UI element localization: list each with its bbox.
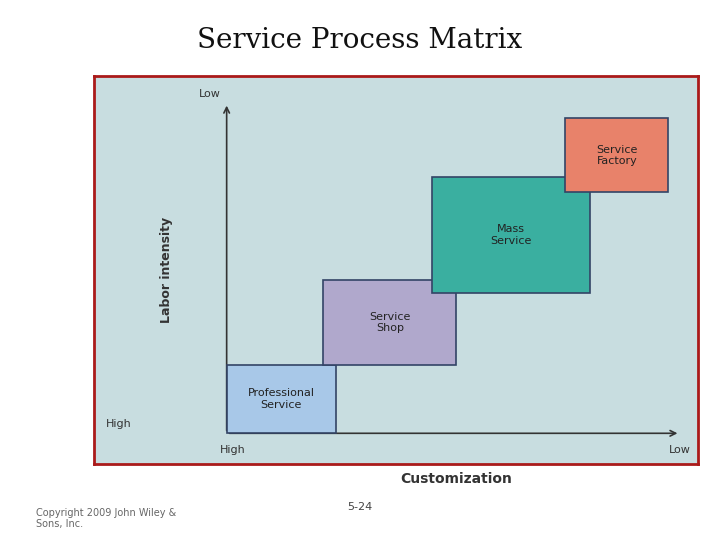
Bar: [323, 280, 456, 365]
Text: Professional
Service: Professional Service: [248, 388, 315, 410]
Text: Customization: Customization: [400, 472, 513, 486]
Text: Low: Low: [199, 89, 220, 99]
Text: High: High: [106, 420, 132, 429]
Text: Mass
Service: Mass Service: [490, 224, 531, 246]
Bar: [227, 365, 336, 433]
Text: Service
Factory: Service Factory: [596, 145, 637, 166]
Bar: [432, 177, 590, 293]
Bar: [565, 118, 668, 192]
Text: Service
Shop: Service Shop: [369, 312, 410, 333]
Text: High: High: [220, 445, 246, 455]
Text: Copyright 2009 John Wiley &
Sons, Inc.: Copyright 2009 John Wiley & Sons, Inc.: [36, 508, 176, 529]
Text: 5-24: 5-24: [347, 502, 373, 512]
Text: Service Process Matrix: Service Process Matrix: [197, 27, 523, 54]
Text: Labor intensity: Labor intensity: [160, 217, 173, 323]
Text: Low: Low: [670, 445, 691, 455]
